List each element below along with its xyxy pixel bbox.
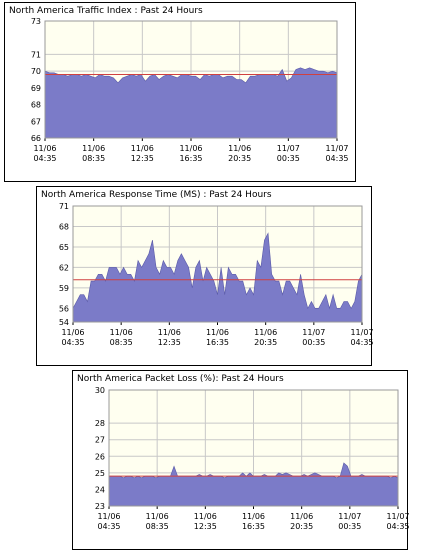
x-tick-label: 16:35 [242, 522, 265, 531]
x-tick-label: 04:35 [386, 522, 409, 531]
x-tick-label: 11/06 [194, 512, 217, 521]
y-tick-label: 24 [95, 485, 105, 494]
x-tick-label: 11/06 [33, 144, 56, 153]
plot-border [72, 205, 363, 323]
x-tick-label: 11/07 [277, 144, 300, 153]
x-tick-label: 04:35 [61, 338, 84, 347]
x-tick-label: 12:35 [194, 522, 217, 531]
x-tick-label: 11/06 [228, 144, 251, 153]
y-tick-label: 23 [95, 502, 105, 511]
x-tick-label: 20:35 [254, 338, 277, 347]
x-tick-label: 11/06 [61, 328, 84, 337]
y-tick-label: 69 [31, 84, 41, 93]
response-time-panel: North America Response Time (MS) : Past … [36, 186, 373, 366]
x-tick-label: 11/07 [325, 144, 348, 153]
x-tick-label: 11/07 [302, 328, 325, 337]
y-tick-label: 70 [31, 67, 41, 76]
x-tick-label: 20:35 [228, 154, 251, 163]
y-tick-label: 30 [95, 386, 105, 395]
x-tick-label: 16:35 [179, 154, 202, 163]
y-tick-label: 71 [59, 202, 69, 211]
chart-title: North America Traffic Index : Past 24 Ho… [9, 6, 203, 16]
y-tick-label: 73 [31, 17, 41, 26]
x-tick-label: 11/06 [97, 512, 120, 521]
plot-border [108, 389, 399, 507]
x-tick-label: 04:35 [350, 338, 373, 347]
x-tick-label: 08:35 [110, 338, 133, 347]
packet-loss-panel: North America Packet Loss (%): Past 24 H… [72, 370, 409, 550]
x-tick-label: 11/06 [179, 144, 202, 153]
x-tick-label: 11/06 [158, 328, 181, 337]
x-tick-label: 11/06 [206, 328, 229, 337]
x-tick-label: 11/07 [350, 328, 373, 337]
x-tick-label: 04:35 [33, 154, 56, 163]
x-tick-label: 16:35 [206, 338, 229, 347]
series-area [44, 67, 338, 139]
y-tick-label: 56 [59, 304, 69, 313]
x-tick-label: 04:35 [325, 154, 348, 163]
x-tick-label: 12:35 [158, 338, 181, 347]
packet-loss-chart: 3028272625242311/0604:3511/0608:3511/061… [95, 386, 409, 531]
plot-border [44, 20, 338, 139]
x-tick-label: 11/06 [290, 512, 313, 521]
x-tick-label: 11/07 [386, 512, 409, 521]
series-area [72, 232, 363, 323]
y-tick-label: 28 [95, 419, 105, 428]
x-tick-label: 00:35 [338, 522, 361, 531]
y-tick-label: 54 [59, 318, 69, 327]
y-tick-label: 68 [59, 222, 69, 231]
chart-title: North America Packet Loss (%): Past 24 H… [77, 374, 284, 384]
y-tick-label: 68 [31, 101, 41, 110]
y-tick-label: 66 [31, 134, 41, 143]
chart-title: North America Response Time (MS) : Past … [41, 190, 272, 200]
x-tick-label: 08:35 [82, 154, 105, 163]
y-tick-label: 62 [59, 263, 69, 272]
x-tick-label: 11/06 [82, 144, 105, 153]
x-tick-label: 11/06 [146, 512, 169, 521]
x-tick-label: 11/06 [242, 512, 265, 521]
x-tick-label: 12:35 [131, 154, 154, 163]
x-tick-label: 00:35 [277, 154, 300, 163]
traffic-index-chart: 7371706968676611/0604:3511/0608:3511/061… [31, 17, 349, 163]
x-tick-label: 08:35 [146, 522, 169, 531]
response-time-chart: 7168656259565411/0604:3511/0608:3511/061… [59, 202, 373, 347]
x-tick-label: 20:35 [290, 522, 313, 531]
x-tick-label: 11/06 [110, 328, 133, 337]
x-tick-label: 11/06 [254, 328, 277, 337]
y-tick-label: 25 [95, 469, 105, 478]
x-tick-label: 11/06 [131, 144, 154, 153]
x-tick-label: 04:35 [97, 522, 120, 531]
y-tick-label: 59 [59, 284, 69, 293]
x-tick-label: 11/07 [338, 512, 361, 521]
y-tick-label: 71 [31, 50, 41, 59]
y-tick-label: 67 [31, 117, 41, 126]
y-tick-label: 27 [95, 436, 105, 445]
y-tick-label: 65 [59, 243, 69, 252]
x-tick-label: 00:35 [302, 338, 325, 347]
traffic-index-panel: North America Traffic Index : Past 24 Ho… [4, 2, 356, 182]
y-tick-label: 26 [95, 452, 105, 461]
